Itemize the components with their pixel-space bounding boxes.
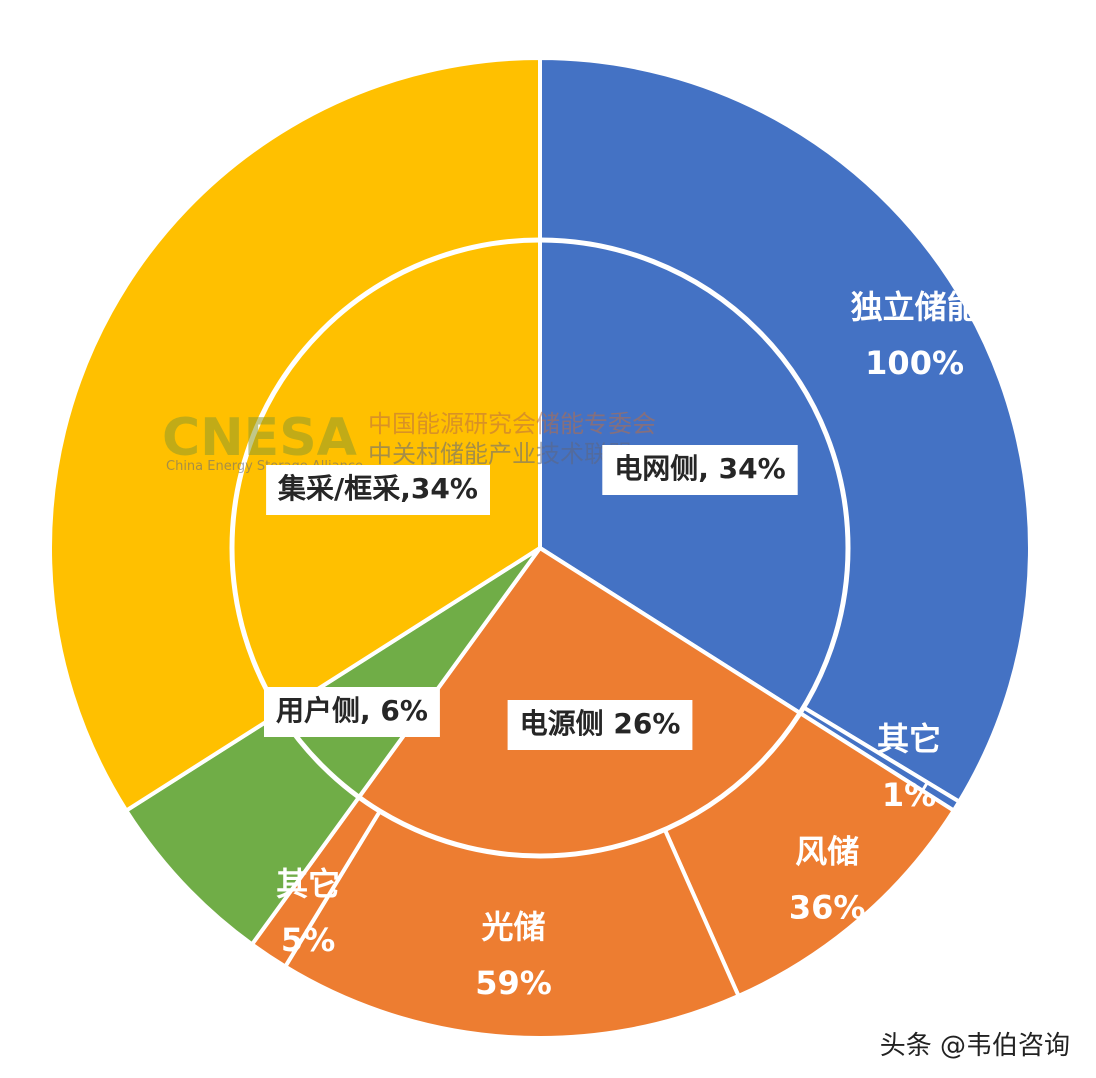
inner-label-3: 集采/框采,34% — [266, 465, 490, 515]
inner-label-box-1 — [507, 700, 693, 750]
inner-label-box-0 — [602, 445, 798, 495]
inner-label-0: 电网侧, 34% — [602, 445, 798, 495]
inner-label-box-2 — [264, 687, 440, 737]
watermark-logo: CNESA — [162, 408, 357, 468]
outer-label-pct-3: 59% — [475, 964, 552, 1002]
outer-label-name-1: 其它 — [877, 720, 941, 758]
inner-ring — [229, 237, 851, 859]
outer-ring — [48, 56, 1032, 1040]
outer-label-name-4: 其它 — [276, 865, 340, 903]
inner-label-box-3 — [266, 465, 490, 515]
inner-label-text-2: 用户侧, 6% — [276, 694, 428, 727]
inner-label-text-1: 电源侧 26% — [520, 707, 681, 740]
inner-labels: 电网侧, 34% 电源侧 26% 用户侧, 6% 集采/框采,34% — [264, 445, 798, 750]
watermark-line1: 中国能源研究会储能专委会 — [368, 410, 656, 438]
outer-label-name-0: 独立储能 — [851, 288, 979, 326]
inner-label-text-3: 集采/框采,34% — [277, 472, 478, 505]
ring-divider — [229, 237, 851, 859]
watermark: CNESA China Energy Storage Alliance 中国能源… — [162, 408, 656, 474]
inner-label-2: 用户侧, 6% — [264, 687, 440, 737]
inner-label-text-0: 电网侧, 34% — [614, 452, 785, 485]
outer-labels: 独立储能 100% 其它 1% 风储 36% 光储 59% 其它 5% — [276, 288, 979, 1002]
outer-label-pct-1: 1% — [882, 776, 936, 814]
watermark-line2: 中关村储能产业技术联盟 — [368, 440, 632, 468]
outer-label-pct-4: 5% — [281, 921, 335, 959]
inner-label-1: 电源侧 26% — [507, 700, 693, 750]
outer-label-pct-2: 36% — [789, 888, 866, 926]
outer-label-pct-0: 100% — [865, 344, 964, 382]
outer-label-name-2: 风储 — [795, 832, 859, 870]
outer-label-name-3: 光储 — [481, 908, 545, 946]
credit-text: 头条 @韦伯咨询 — [879, 1031, 1070, 1061]
